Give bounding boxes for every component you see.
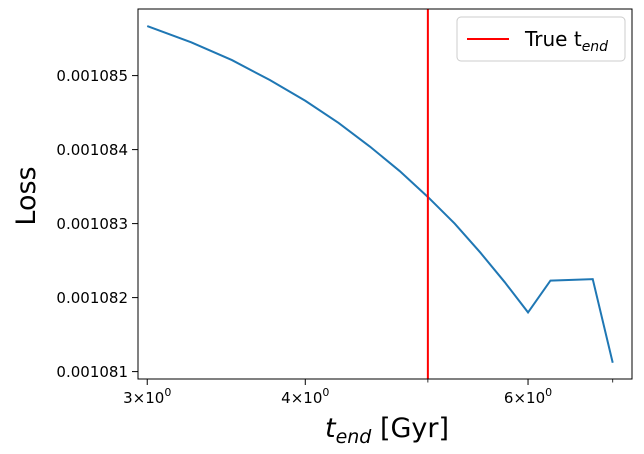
- x-axis-label-unit: [Gyr]: [371, 413, 449, 444]
- legend: True tend: [456, 16, 626, 62]
- x-tick-label: 3×100: [123, 386, 171, 407]
- y-axis-label: Loss: [11, 166, 42, 225]
- plot-area: [137, 8, 633, 380]
- x-tick-label: 6×100: [504, 386, 552, 407]
- y-axis-ticks: 0.001081 0.001082 0.001083 0.001084 0.001085: [56, 67, 138, 381]
- y-tick-label: 0.001085: [56, 67, 128, 85]
- legend-box: [456, 16, 626, 62]
- y-tick-label: 0.001084: [56, 141, 128, 159]
- x-axis-label-sub: end: [336, 426, 373, 448]
- y-tick-label: 0.001082: [56, 289, 128, 307]
- y-tick-label: 0.001081: [56, 363, 128, 381]
- x-axis-ticks: 3×100 4×100 6×100: [123, 379, 614, 407]
- loss-series-line-0: [146, 25, 614, 363]
- legend-label: True tend: [524, 27, 608, 55]
- x-axis-label: tend [Gyr]: [325, 413, 449, 448]
- axes-frame: [137, 8, 633, 380]
- y-tick-label: 0.001083: [56, 215, 128, 233]
- x-tick-label: 4×100: [281, 386, 329, 407]
- x-axis-label-main: t: [325, 413, 337, 444]
- legend-label-main: True t: [524, 27, 582, 51]
- legend-label-sub: end: [582, 39, 608, 55]
